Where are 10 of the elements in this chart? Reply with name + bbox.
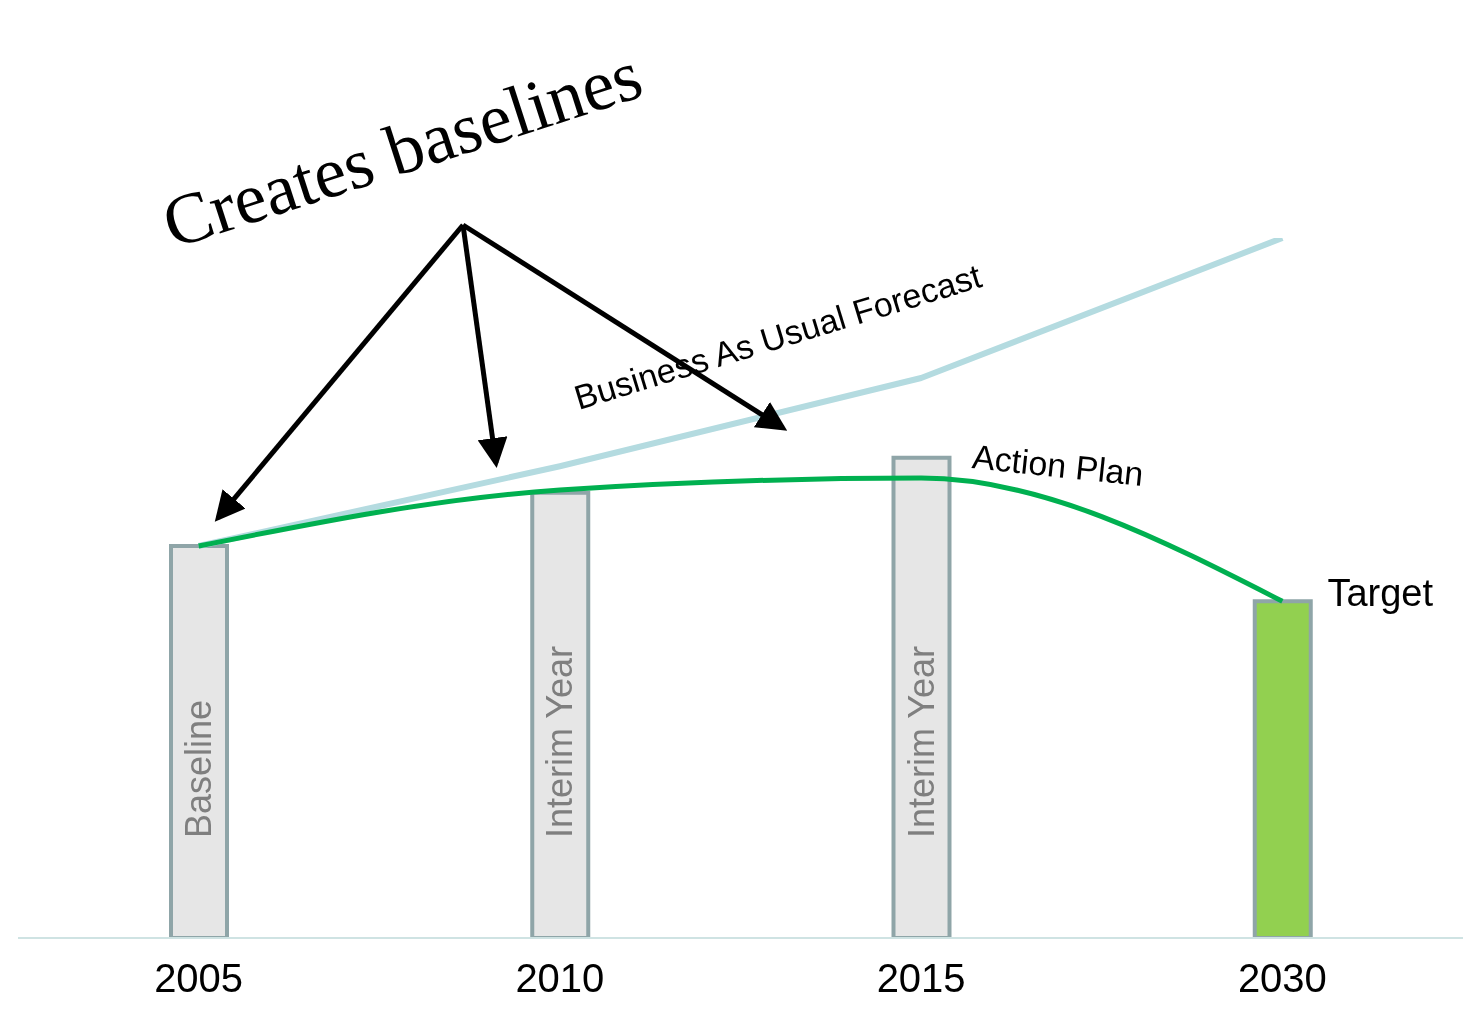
x-tick-label: 2030 <box>1237 956 1327 1001</box>
x-tick-label: 2005 <box>154 956 244 1001</box>
annotation: Interim Year <box>539 645 581 838</box>
annotation: Target <box>1327 572 1434 615</box>
annotation: Baseline <box>178 699 220 838</box>
x-tick-label: 2010 <box>515 956 605 1001</box>
annotation: Interim Year <box>900 645 942 838</box>
text: Action Plan <box>970 437 1146 494</box>
x-tick-label: 2015 <box>876 956 966 1001</box>
chart-title: Creates baselines <box>152 33 652 265</box>
